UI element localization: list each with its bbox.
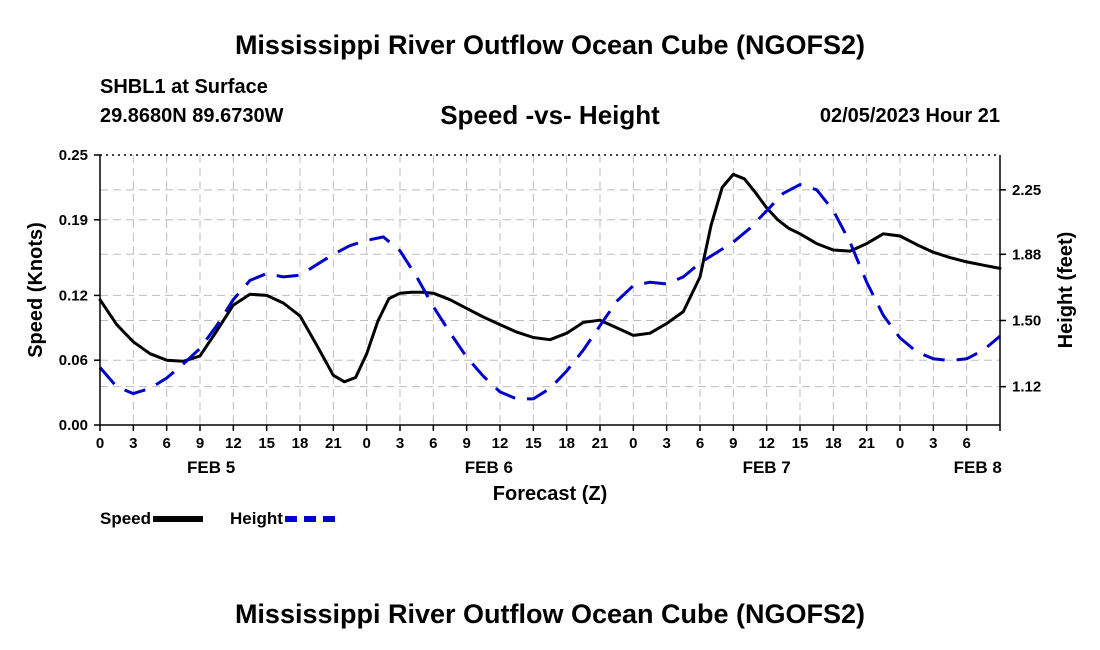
y-tick-label: 0.12 [59, 287, 88, 304]
x-tick-label: 3 [129, 435, 137, 452]
x-tick-label: 6 [962, 435, 970, 452]
x-tick-label: 6 [162, 435, 170, 452]
x-axis-title: Forecast (Z) [493, 483, 607, 505]
x-day-label: FEB 6 [465, 458, 513, 477]
legend-swatch-height [284, 516, 335, 522]
station-label: SHBL1 at Surface [100, 76, 268, 98]
grid [100, 155, 1000, 425]
forecast-datetime: 02/05/2023 Hour 21 [819, 105, 1000, 127]
legend-swatch-speed [153, 516, 204, 522]
x-tick-label: 12 [492, 435, 509, 452]
x-tick-label: 21 [325, 435, 342, 452]
x-tick-label: 6 [696, 435, 704, 452]
x-tick-label: 9 [196, 435, 204, 452]
x-tick-label: 3 [662, 435, 670, 452]
x-day-label: FEB 8 [954, 458, 1002, 477]
x-tick-label: 9 [729, 435, 737, 452]
x-tick-label: 6 [429, 435, 437, 452]
y-tick-label: 0.25 [59, 147, 88, 164]
x-day-label: FEB 5 [187, 458, 235, 477]
station-coordinates: 29.8680N 89.6730W [100, 105, 284, 127]
x-tick-label: 0 [629, 435, 637, 452]
x-tick-label: 12 [758, 435, 775, 452]
chart-title: Mississippi River Outflow Ocean Cube (NG… [234, 30, 866, 60]
y2-tick-label: 2.25 [1012, 182, 1041, 199]
legend-label-height: Height [230, 509, 283, 528]
y2-tick-label: 1.88 [1012, 246, 1041, 263]
x-tick-label: 0 [896, 435, 904, 452]
x-day-label: FEB 7 [743, 458, 791, 477]
x-tick-label: 21 [858, 435, 875, 452]
x-tick-label: 3 [929, 435, 937, 452]
chart-subtitle: Speed -vs- Height [440, 100, 660, 130]
x-tick-label: 9 [462, 435, 470, 452]
x-tick-label: 18 [825, 435, 842, 452]
series-line-height [98, 183, 1001, 401]
series-line-speed [98, 172, 1002, 384]
y-tick-label: 0.00 [59, 417, 88, 434]
x-tick-label: 18 [292, 435, 309, 452]
series [98, 172, 1002, 401]
axes: 0 3 6 9 12 15 18 21 0 3 6 9 12 15 18 21 0 3 6 9 12 15 18 21 0 3 6F… [25, 147, 1077, 505]
x-tick-label: 0 [96, 435, 104, 452]
y-axis-title-right: Height (feet) [1055, 232, 1077, 349]
x-tick-label: 15 [525, 435, 542, 452]
x-tick-label: 3 [396, 435, 404, 452]
x-tick-label: 15 [792, 435, 809, 452]
x-tick-label: 12 [225, 435, 242, 452]
x-tick-label: 15 [258, 435, 275, 452]
y-tick-label: 0.19 [59, 212, 88, 229]
legend-item-speed: Speed [100, 509, 204, 529]
x-tick-label: 21 [592, 435, 609, 452]
x-tick-label: 0 [362, 435, 370, 452]
y2-tick-label: 1.12 [1012, 379, 1041, 396]
y-tick-label: 0.06 [59, 352, 88, 369]
x-tick-label: 18 [558, 435, 575, 452]
legend-item-height: Height [230, 509, 335, 529]
legend-label-speed: Speed [100, 509, 152, 528]
y2-tick-label: 1.50 [1012, 312, 1041, 329]
footer-title: Mississippi River Outflow Ocean Cube (NG… [234, 599, 866, 629]
y-axis-title-left: Speed (Knots) [25, 222, 47, 358]
